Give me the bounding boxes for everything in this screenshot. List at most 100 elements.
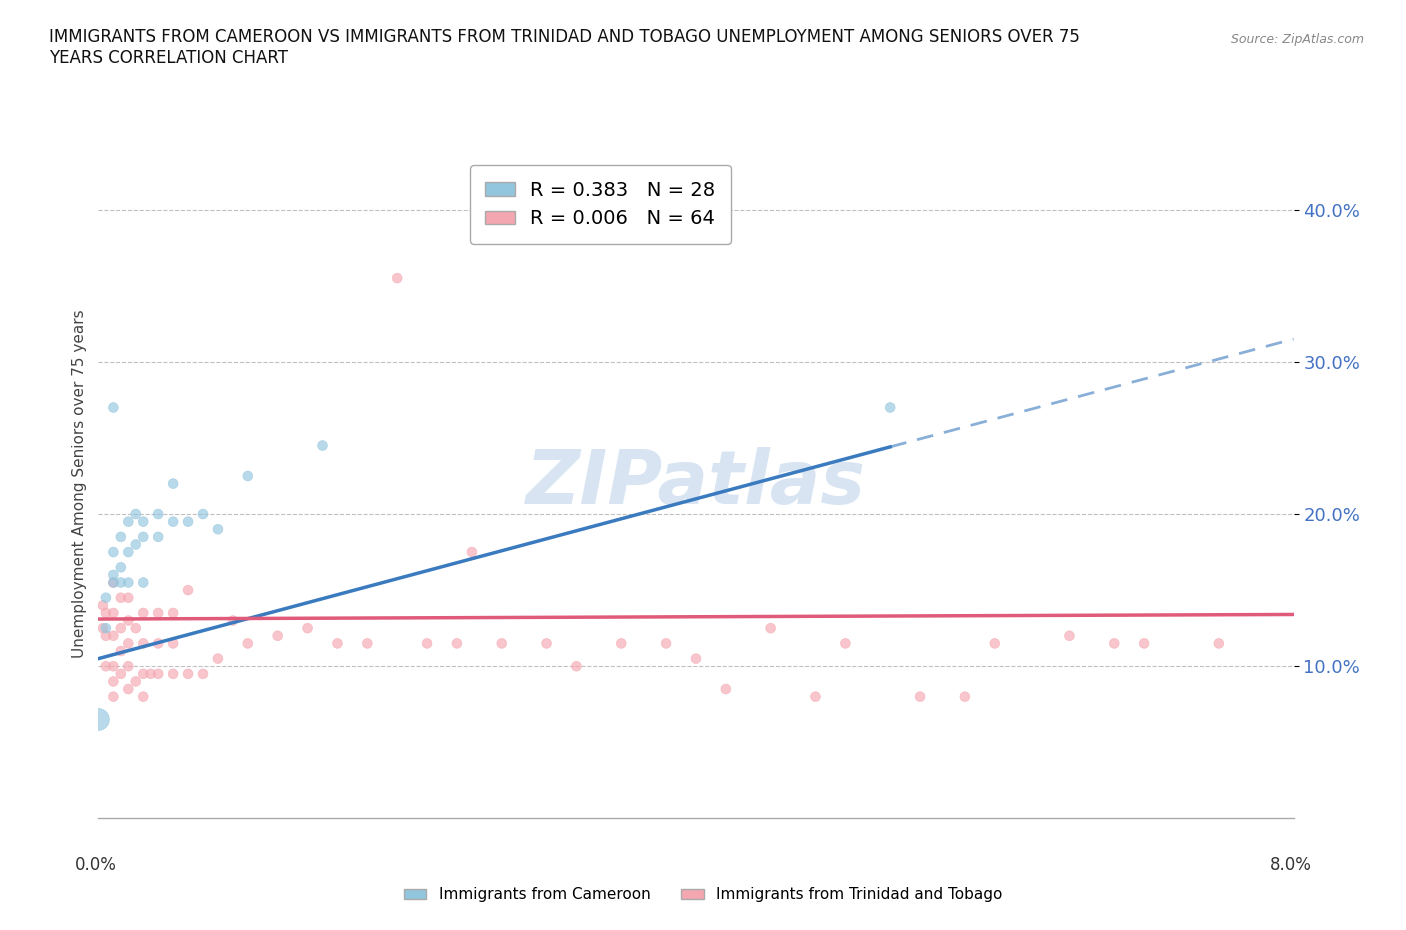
Point	[110, 620, 132, 635]
Legend: Immigrants from Cameroon, Immigrants from Trinidad and Tobago: Immigrants from Cameroon, Immigrants fro…	[398, 882, 1008, 909]
Point	[148, 529, 170, 544]
Point	[103, 629, 125, 644]
Point	[162, 636, 184, 651]
Text: IMMIGRANTS FROM CAMEROON VS IMMIGRANTS FROM TRINIDAD AND TOBAGO UNEMPLOYMENT AMO: IMMIGRANTS FROM CAMEROON VS IMMIGRANTS F…	[49, 28, 1080, 67]
Point	[110, 575, 132, 590]
Point	[117, 658, 139, 673]
Point	[162, 667, 184, 682]
Point	[103, 674, 125, 689]
Point	[125, 537, 148, 551]
Point	[94, 591, 117, 605]
Point	[125, 674, 148, 689]
Point	[117, 613, 139, 628]
Point	[685, 651, 707, 666]
Point	[125, 507, 148, 522]
Point	[1133, 636, 1156, 651]
Point	[103, 605, 125, 620]
Point	[87, 712, 110, 727]
Point	[177, 667, 200, 682]
Point	[610, 636, 633, 651]
Point	[311, 438, 333, 453]
Point	[385, 271, 409, 286]
Point	[177, 514, 200, 529]
Point	[191, 667, 214, 682]
Point	[103, 689, 125, 704]
Point	[132, 575, 155, 590]
Point	[132, 529, 155, 544]
Point	[91, 598, 114, 613]
Point	[132, 667, 155, 682]
Point	[714, 682, 737, 697]
Point	[110, 529, 132, 544]
Point	[207, 522, 229, 537]
Point	[125, 620, 148, 635]
Point	[536, 636, 558, 651]
Point	[162, 514, 184, 529]
Point	[117, 545, 139, 560]
Point	[110, 667, 132, 682]
Point	[191, 507, 214, 522]
Point	[132, 689, 155, 704]
Point	[139, 667, 162, 682]
Point	[804, 689, 827, 704]
Point	[565, 658, 588, 673]
Point	[984, 636, 1007, 651]
Point	[94, 629, 117, 644]
Point	[177, 583, 200, 598]
Point	[110, 644, 132, 658]
Point	[148, 667, 170, 682]
Point	[132, 636, 155, 651]
Legend: R = 0.383   N = 28, R = 0.006   N = 64: R = 0.383 N = 28, R = 0.006 N = 64	[470, 166, 731, 244]
Point	[356, 636, 378, 651]
Point	[162, 476, 184, 491]
Point	[446, 636, 468, 651]
Point	[103, 658, 125, 673]
Point	[297, 620, 319, 635]
Point	[94, 620, 117, 635]
Point	[103, 400, 125, 415]
Point	[759, 620, 782, 635]
Point	[236, 636, 259, 651]
Point	[267, 629, 290, 644]
Point	[148, 605, 170, 620]
Text: 8.0%: 8.0%	[1270, 856, 1312, 873]
Point	[132, 605, 155, 620]
Y-axis label: Unemployment Among Seniors over 75 years: Unemployment Among Seniors over 75 years	[72, 310, 87, 658]
Point	[834, 636, 856, 651]
Point	[103, 567, 125, 582]
Point	[908, 689, 931, 704]
Point	[162, 605, 184, 620]
Point	[1104, 636, 1126, 651]
Point	[655, 636, 678, 651]
Point	[94, 605, 117, 620]
Text: Source: ZipAtlas.com: Source: ZipAtlas.com	[1230, 33, 1364, 46]
Text: ZIPatlas: ZIPatlas	[526, 447, 866, 520]
Point	[110, 591, 132, 605]
Point	[148, 636, 170, 651]
Point	[117, 682, 139, 697]
Point	[110, 560, 132, 575]
Point	[117, 636, 139, 651]
Point	[103, 575, 125, 590]
Point	[953, 689, 976, 704]
Point	[222, 613, 245, 628]
Point	[103, 545, 125, 560]
Point	[148, 507, 170, 522]
Point	[491, 636, 513, 651]
Text: 0.0%: 0.0%	[75, 856, 117, 873]
Point	[94, 658, 117, 673]
Point	[236, 469, 259, 484]
Point	[461, 545, 484, 560]
Point	[132, 514, 155, 529]
Point	[91, 620, 114, 635]
Point	[1208, 636, 1230, 651]
Point	[117, 575, 139, 590]
Point	[117, 591, 139, 605]
Point	[416, 636, 439, 651]
Point	[326, 636, 349, 651]
Point	[207, 651, 229, 666]
Point	[879, 400, 901, 415]
Point	[117, 514, 139, 529]
Point	[1059, 629, 1081, 644]
Point	[103, 575, 125, 590]
